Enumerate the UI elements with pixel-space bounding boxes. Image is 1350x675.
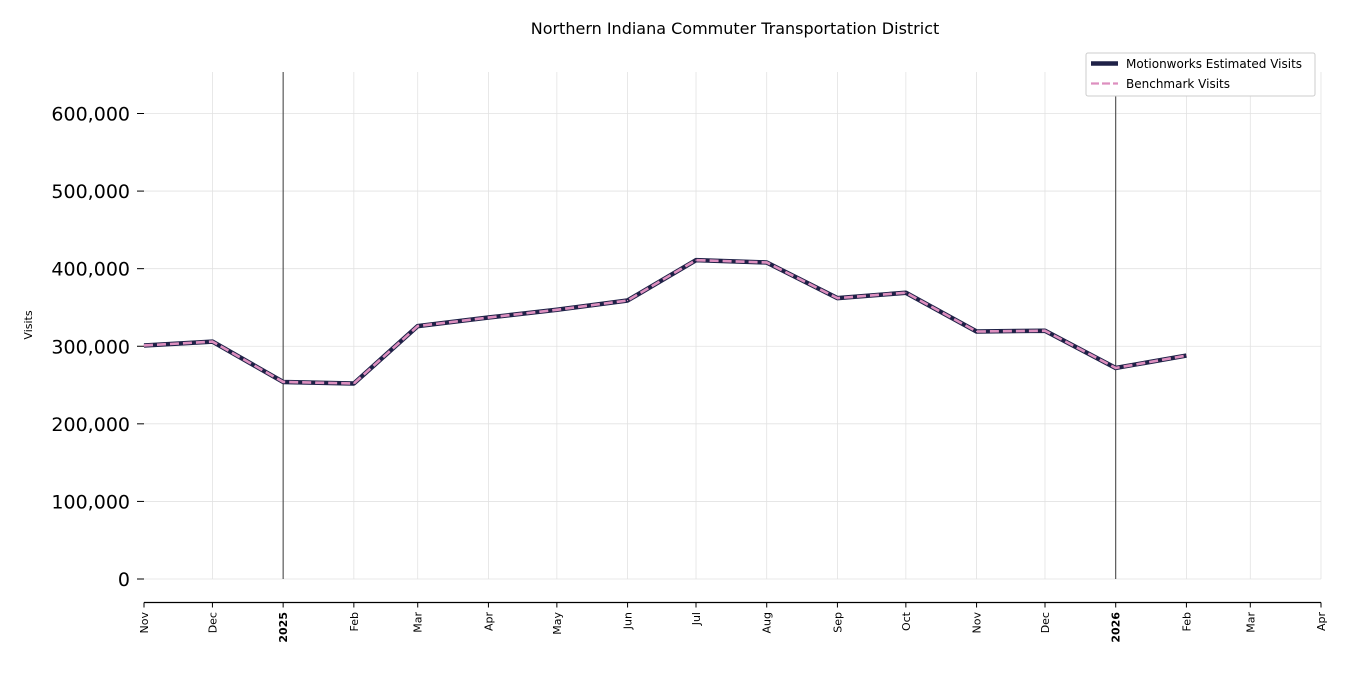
data-point	[211, 340, 214, 343]
x-tick-label: Apr	[1315, 612, 1328, 632]
x-tick-label: Feb	[1180, 612, 1193, 631]
y-tick-label: 300,000	[51, 336, 130, 358]
x-tick-label: Apr	[482, 612, 495, 632]
legend-label: Motionworks Estimated Visits	[1126, 57, 1302, 71]
series-layer	[143, 257, 1188, 386]
x-tick-label: Aug	[761, 612, 774, 633]
data-point	[353, 382, 355, 385]
year-marker-layer	[282, 72, 1117, 579]
data-point	[975, 330, 978, 333]
data-point	[487, 316, 490, 319]
x-tick-label: Dec	[206, 612, 219, 633]
x-tick-label: Dec	[1039, 612, 1052, 633]
x-tick-label: May	[551, 612, 564, 635]
x-tick-label: Nov	[138, 612, 151, 634]
y-tick-label: 200,000	[51, 414, 130, 436]
series-line-benchmark	[143, 258, 1187, 385]
y-tick-label: 0	[118, 569, 130, 591]
y-tick-label: 100,000	[51, 491, 130, 513]
y-tick-label: 600,000	[51, 104, 130, 126]
labels-layer: 0 100,000 200,000 300,000 400,000 500,000 600,…	[51, 104, 1328, 643]
grid-layer	[144, 72, 1322, 580]
x-tick-label: Oct	[900, 611, 913, 631]
x-tick-label-year: 2025	[277, 612, 290, 643]
data-point	[417, 325, 419, 327]
x-tick-label: Mar	[412, 612, 425, 633]
legend-box	[1085, 52, 1316, 97]
data-point	[905, 292, 907, 294]
axes-layer	[137, 113, 1322, 608]
y-axis-label: Visits	[22, 310, 35, 339]
data-point	[836, 297, 839, 299]
chart-title: Northern Indiana Commuter Transportation…	[531, 19, 940, 38]
data-point	[766, 261, 768, 264]
y-tick-label: 400,000	[51, 259, 130, 281]
x-tick-label: Jun	[622, 612, 635, 630]
x-tick-label: Nov	[971, 612, 984, 634]
data-point	[1044, 330, 1046, 332]
data-point	[556, 309, 558, 311]
x-tick-label-year: 2026	[1110, 612, 1123, 643]
data-point	[1115, 367, 1117, 369]
legend: Motionworks Estimated Visits Benchmark Vi…	[1085, 52, 1316, 97]
data-point	[626, 299, 629, 302]
x-tick-label: Feb	[348, 612, 361, 631]
y-tick-label: 500,000	[51, 181, 130, 203]
legend-label: Benchmark Visits	[1126, 77, 1230, 91]
x-tick-label: Jul	[690, 612, 703, 626]
x-tick-label: Sep	[831, 612, 844, 633]
data-point	[1185, 354, 1188, 357]
data-point	[695, 259, 697, 261]
x-tick-label: Mar	[1244, 612, 1257, 633]
data-point	[282, 381, 284, 383]
data-point	[143, 344, 145, 347]
